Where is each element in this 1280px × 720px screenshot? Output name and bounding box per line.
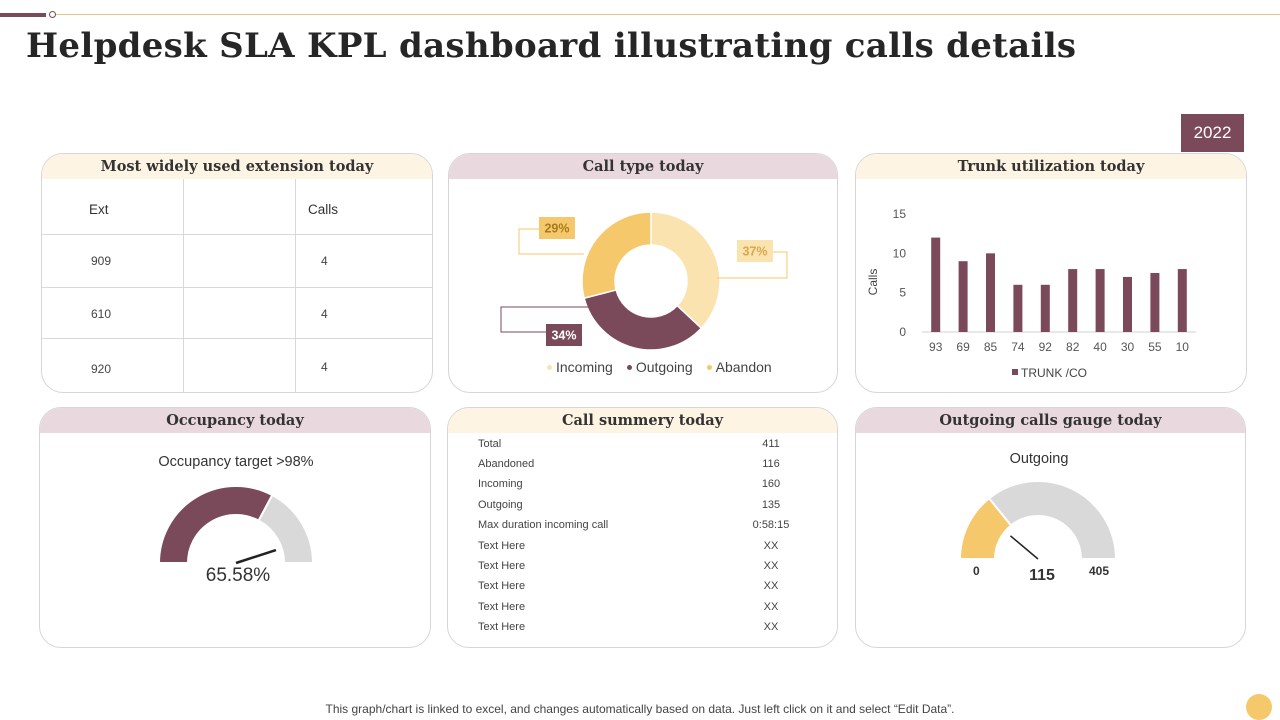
bar[interactable]	[1068, 269, 1078, 332]
corner-decoration	[1246, 694, 1272, 720]
bar[interactable]	[958, 261, 968, 332]
summary-row: Text Here XX	[478, 560, 779, 572]
x-tick-label: 69	[956, 340, 970, 354]
donut-slice-outgoing[interactable]	[583, 289, 703, 351]
bar[interactable]	[986, 253, 995, 332]
donut-label-box	[546, 324, 582, 346]
outgoing-gauge-chart[interactable]	[856, 408, 1246, 648]
gauge-needle	[235, 548, 277, 565]
legend-swatch	[1012, 369, 1018, 375]
x-tick-label: 40	[1093, 340, 1107, 354]
summary-row: Incoming 160	[478, 478, 781, 490]
donut-data-label: 37%	[742, 245, 767, 259]
gauge-max-label: 405	[1089, 564, 1110, 578]
summary-row: Total 411	[478, 438, 780, 450]
occupancy-panel: Occupancy today Occupancy target >98% 65…	[39, 407, 431, 648]
calls-cell: 4	[321, 254, 328, 268]
legend-label: TRUNK /CO	[1021, 366, 1087, 380]
ext-cell: 610	[91, 307, 112, 321]
summary-row: Text Here XX	[478, 601, 779, 613]
outgoing-gauge-panel: Outgoing calls gauge today Outgoing 0 11…	[855, 407, 1246, 648]
ext-cell: 909	[91, 254, 112, 268]
x-tick-label: 10	[1176, 340, 1190, 354]
ext-column-header: Ext	[89, 202, 109, 217]
extension-panel: Most widely used extension today Ext Cal…	[41, 153, 433, 393]
trunk-panel: Trunk utilization today 0 5 10 15 Calls 93 69 8…	[855, 153, 1247, 393]
bar[interactable]	[1040, 284, 1050, 332]
donut-data-label: 34%	[551, 329, 576, 343]
summary-panel: Call summery today Total 411 Abandoned 116…	[447, 407, 838, 648]
gauge-remainder-arc	[257, 493, 315, 564]
bar[interactable]	[1095, 269, 1105, 332]
summary-row: Text Here XX	[478, 621, 779, 633]
donut-data-label: 29%	[544, 222, 569, 236]
occupancy-gauge-chart[interactable]	[40, 408, 431, 648]
summary-panel-title: Call summery today	[448, 408, 837, 433]
bar[interactable]	[1123, 276, 1132, 332]
call-type-legend: Incoming Outgoing Abandon	[547, 359, 772, 375]
occupancy-target-label: Occupancy target >98%	[158, 454, 314, 470]
x-tick-label: 82	[1066, 340, 1080, 354]
gauge-value-arc[interactable]	[958, 496, 1013, 560]
donut-label-box	[737, 240, 773, 262]
x-tick-label: 85	[984, 340, 998, 354]
summary-row: Outgoing 135	[478, 499, 781, 511]
occupancy-value: 65.58%	[205, 565, 271, 586]
trunk-bar-chart[interactable]: 0 5 10 15 Calls 93 69 85 74 92 82 40 30 55 10 TRUNK /CO	[856, 154, 1247, 393]
call-type-panel-title: Call type today	[449, 154, 837, 179]
top-rule	[0, 11, 1280, 18]
summary-row: Text Here XX	[478, 540, 779, 552]
gauge-needle	[1009, 535, 1039, 560]
legend-outgoing: Outgoing	[635, 359, 693, 375]
extension-panel-title: Most widely used extension today	[42, 154, 432, 179]
calls-column-header: Calls	[308, 202, 339, 217]
x-tick-label: 74	[1011, 340, 1025, 354]
x-tick-label: 92	[1039, 340, 1053, 354]
y-axis-label: Calls	[866, 269, 880, 296]
bar[interactable]	[1177, 269, 1187, 332]
legend-incoming: Incoming	[556, 359, 613, 375]
bar[interactable]	[931, 237, 941, 332]
y-tick-label: 15	[893, 207, 907, 221]
occupancy-panel-title: Occupancy today	[40, 408, 430, 433]
gauge-min-label: 0	[973, 564, 980, 578]
legend-abandon: Abandon	[715, 359, 772, 375]
call-type-donut-chart[interactable]: 37% 34% 29%	[449, 154, 838, 393]
x-tick-label: 30	[1121, 340, 1135, 354]
trunk-panel-title: Trunk utilization today	[856, 154, 1246, 179]
outgoing-gauge-panel-title: Outgoing calls gauge today	[856, 408, 1245, 433]
year-badge[interactable]: 2022	[1181, 114, 1244, 152]
donut-label-box	[539, 217, 575, 239]
ext-cell: 920	[91, 362, 112, 376]
calls-cell: 4	[321, 307, 328, 321]
donut-slice-abandon[interactable]	[581, 211, 652, 300]
summary-row: Max duration incoming call 0:58:15	[478, 519, 790, 531]
y-tick-label: 5	[899, 286, 906, 300]
y-tick-label: 0	[899, 325, 906, 339]
x-tick-label: 55	[1148, 340, 1162, 354]
calls-cell: 4	[321, 360, 328, 374]
gauge-value-arc[interactable]	[157, 485, 274, 564]
footer-note: This graph/chart is linked to excel, and…	[325, 702, 955, 716]
outgoing-gauge-subtitle: Outgoing	[1009, 451, 1069, 467]
summary-row: Abandoned 116	[478, 458, 780, 470]
x-tick-label: 93	[929, 340, 943, 354]
summary-row: Text Here XX	[478, 580, 779, 592]
bar[interactable]	[1150, 273, 1160, 332]
call-type-panel: Call type today 37% 34% 29% Incoming Outgo…	[448, 153, 838, 393]
y-tick-label: 10	[893, 246, 907, 260]
bar[interactable]	[1013, 284, 1023, 332]
gauge-value-label: 115	[1029, 567, 1055, 584]
gauge-remainder-arc	[987, 480, 1118, 560]
page-title: Helpdesk SLA KPL dashboard illustrating …	[26, 26, 1077, 66]
extension-table	[42, 179, 432, 392]
donut-slice-incoming[interactable]	[650, 211, 721, 330]
